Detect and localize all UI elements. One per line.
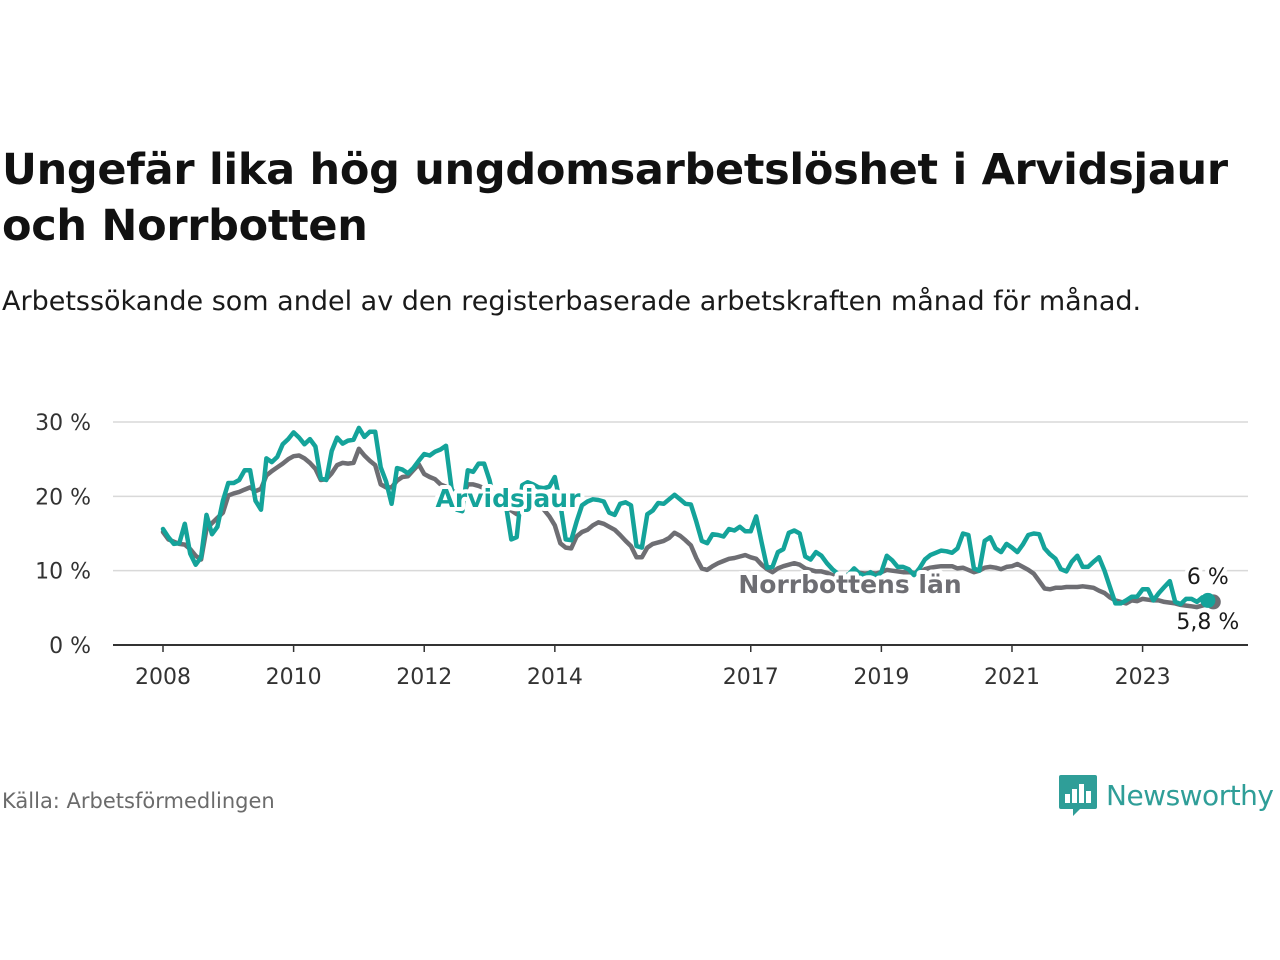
series-line-norrbotten [160, 446, 1216, 610]
end-label-arvidsjaur: 6 % [1187, 565, 1229, 590]
brand-name: Newsworthy [1106, 778, 1274, 812]
x-tick-label: 2008 [135, 665, 191, 690]
x-tick-label: 2010 [266, 665, 322, 690]
x-tick-label: 2023 [1115, 665, 1171, 690]
y-tick-label: 20 % [35, 485, 91, 510]
y-tick-label: 0 % [49, 634, 91, 659]
end-label-norrbotten: 5,8 % [1176, 610, 1239, 635]
series-label-norrbotten: Norrbottens län [738, 570, 961, 599]
x-tick-label: 2012 [396, 665, 452, 690]
x-axis-ticks: 2008 2010 2012 2014 2017 2019 2021 2023 [135, 645, 1171, 690]
chart-title: Ungefär lika hög ungdomsarbetslöshet i A… [2, 145, 1228, 251]
series-lines [160, 425, 1221, 610]
y-tick-label: 10 % [35, 560, 91, 585]
x-tick-label: 2019 [853, 665, 909, 690]
series-label-arvidsjaur: Arvidsjaur [436, 484, 582, 513]
x-tick-label: 2014 [527, 665, 583, 690]
y-axis-ticks: 0 % 10 % 20 % 30 % [35, 411, 91, 659]
series-line-arvidsjaur [160, 425, 1211, 607]
gridlines [113, 421, 1248, 646]
end-point-arvidsjaur [1200, 592, 1216, 608]
x-tick-label: 2017 [723, 665, 779, 690]
series-labels: Arvidsjaur Norrbottens län 6 % 5,8 % [432, 480, 1244, 639]
brand-logo: Newsworthy [1058, 773, 1274, 817]
source-note: Källa: Arbetsförmedlingen [2, 789, 275, 813]
x-tick-label: 2021 [984, 665, 1040, 690]
line-chart: 0 % 10 % 20 % 30 % 2008 2010 2012 2014 2017 2019… [35, 411, 1248, 690]
y-tick-label: 30 % [35, 411, 91, 436]
bar-chart-speech-bubble-icon [1059, 775, 1097, 816]
chart-subtitle: Arbetssökande som andel av den registerb… [2, 286, 1142, 317]
